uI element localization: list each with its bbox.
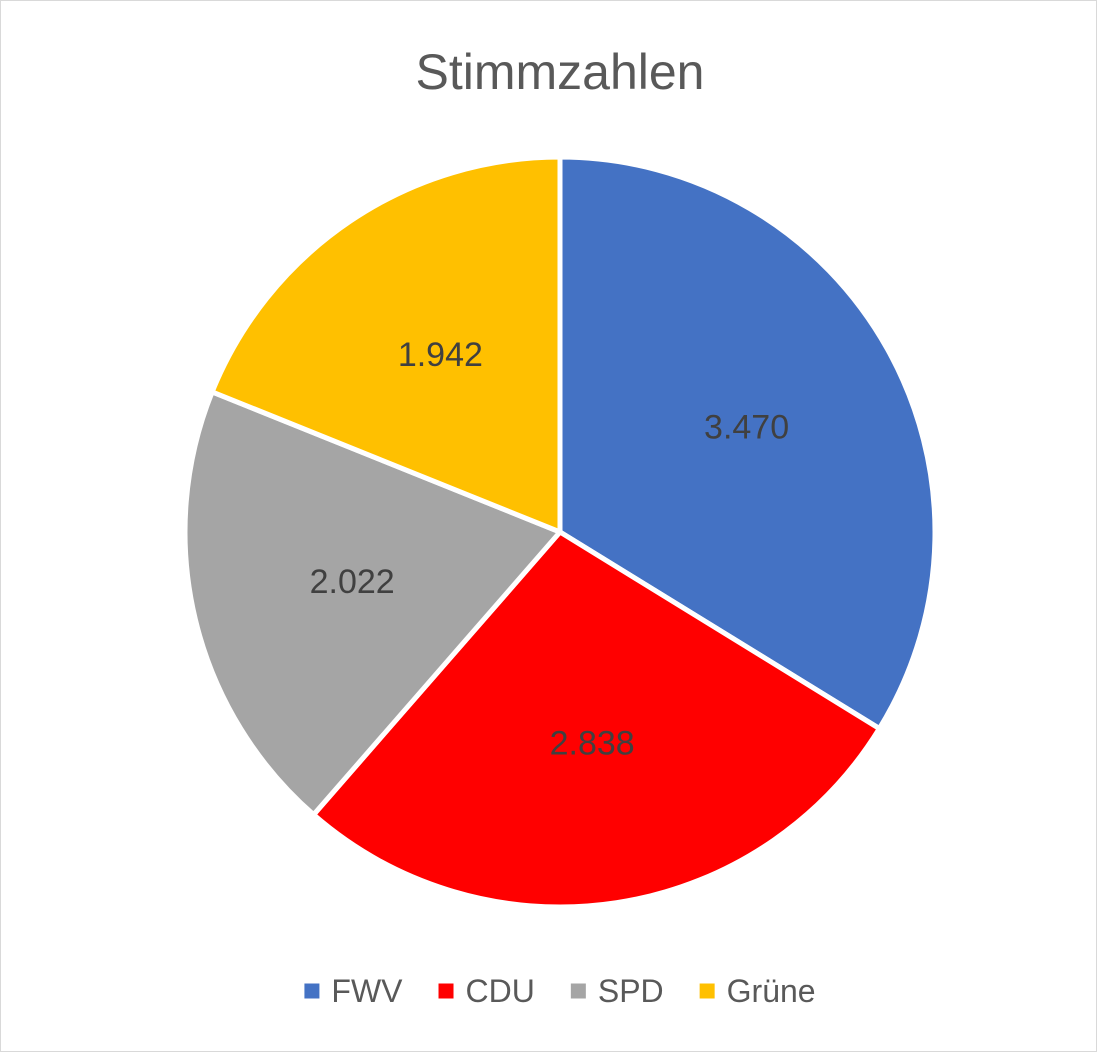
legend-swatch-spd	[570, 983, 586, 999]
legend-label-spd: SPD	[598, 973, 664, 1009]
legend-item-grüne: Grüne	[699, 973, 816, 1009]
data-label-cdu: 2.838	[550, 724, 635, 762]
legend-item-cdu: CDU	[438, 973, 535, 1009]
legend-item-spd: SPD	[570, 973, 664, 1009]
chart-title: Stimmzahlen	[416, 44, 705, 100]
legend-label-fwv: FWV	[331, 973, 403, 1009]
pie-slices	[182, 154, 938, 910]
chart-legend: FWV CDU SPD Grüne	[304, 973, 816, 1009]
data-label-grüne: 1.942	[398, 336, 483, 374]
pie-slice-cdu	[311, 529, 882, 910]
pie-slice-grüne	[209, 154, 563, 535]
data-label-spd: 2.022	[310, 563, 395, 601]
legend-swatch-grüne	[699, 983, 715, 999]
pie-slice-fwv	[557, 154, 938, 732]
pie-data-labels: 3.470 2.838 2.022 1.942	[310, 336, 790, 762]
legend-swatch-fwv	[304, 983, 320, 999]
legend-label-cdu: CDU	[466, 973, 535, 1009]
pie-slice-spd	[182, 389, 563, 818]
data-label-fwv: 3.470	[704, 409, 789, 447]
legend-label-grüne: Grüne	[727, 973, 816, 1009]
legend-swatch-cdu	[438, 983, 454, 999]
legend-item-fwv: FWV	[304, 973, 403, 1009]
